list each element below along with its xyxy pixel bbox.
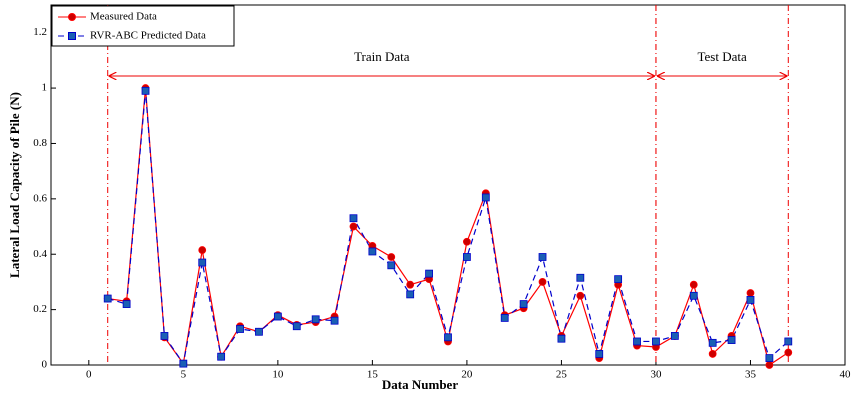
- x-tick-label: 25: [556, 369, 568, 381]
- marker: [292, 322, 301, 331]
- legend-marker: [68, 13, 76, 21]
- y-tick-label: 0.4: [33, 248, 47, 260]
- y-tick-label: 0.2: [33, 303, 47, 315]
- marker: [595, 350, 604, 358]
- marker: [652, 337, 660, 346]
- marker: [141, 86, 150, 95]
- marker: [784, 348, 793, 357]
- y-tick-label: 0.8: [33, 137, 47, 149]
- marker: [160, 332, 169, 340]
- marker: [633, 337, 641, 346]
- y-axis-label: Lateral Load Capacity of Pile (N): [7, 92, 22, 278]
- series-line: [107, 88, 789, 366]
- marker: [198, 258, 207, 267]
- x-tick-label: 40: [840, 369, 852, 381]
- y-tick-label: 0.6: [33, 192, 47, 204]
- marker: [217, 352, 226, 361]
- x-tick-label: 15: [367, 369, 379, 381]
- marker: [746, 296, 755, 304]
- marker: [557, 334, 566, 343]
- marker: [179, 359, 188, 368]
- marker: [198, 246, 207, 254]
- marker: [576, 291, 585, 300]
- marker: [425, 269, 433, 278]
- marker: [387, 261, 396, 270]
- marker: [784, 337, 793, 346]
- region-label: Test Data: [697, 49, 746, 64]
- marker: [708, 350, 717, 358]
- marker: [311, 315, 320, 324]
- x-tick-label: 10: [272, 369, 284, 381]
- marker: [330, 316, 339, 325]
- x-tick-label: 35: [745, 369, 757, 381]
- marker: [500, 314, 509, 322]
- marker: [519, 300, 528, 308]
- marker: [746, 289, 755, 297]
- marker: [387, 253, 396, 261]
- marker: [538, 253, 547, 261]
- x-axis-label: Data Number: [382, 377, 458, 392]
- x-tick-label: 0: [86, 369, 92, 381]
- series-line: [107, 90, 789, 366]
- marker: [481, 193, 490, 202]
- region-label: Train Data: [354, 49, 410, 64]
- marker: [727, 336, 736, 344]
- marker: [122, 300, 131, 308]
- marker: [236, 325, 244, 333]
- marker: [273, 312, 282, 321]
- legend-box: [51, 5, 235, 47]
- marker: [708, 338, 717, 347]
- y-tick-label: 1: [42, 82, 48, 94]
- marker: [538, 278, 547, 286]
- y-tick-label: 1.2: [33, 26, 47, 38]
- marker: [406, 290, 415, 299]
- marker: [689, 291, 698, 300]
- y-tick-label: 0: [42, 359, 48, 371]
- marker: [614, 275, 623, 284]
- x-tick-label: 30: [650, 369, 662, 381]
- legend-label: Measured Data: [90, 11, 157, 23]
- marker: [368, 247, 377, 256]
- legend-marker: [68, 32, 76, 40]
- marker: [463, 253, 471, 261]
- x-tick-label: 5: [181, 369, 187, 381]
- marker: [689, 280, 698, 289]
- marker: [463, 237, 471, 246]
- marker: [765, 354, 774, 362]
- x-tick-label: 20: [461, 369, 473, 381]
- marker: [103, 294, 112, 303]
- plot-frame: [50, 4, 846, 366]
- marker: [349, 214, 358, 223]
- legend-label: RVR-ABC Predicted Data: [90, 30, 206, 42]
- marker: [444, 333, 452, 342]
- marker: [576, 273, 585, 282]
- marker: [255, 327, 263, 336]
- marker: [670, 332, 679, 340]
- marker: [406, 280, 415, 289]
- marker: [765, 361, 774, 369]
- marker: [349, 222, 358, 231]
